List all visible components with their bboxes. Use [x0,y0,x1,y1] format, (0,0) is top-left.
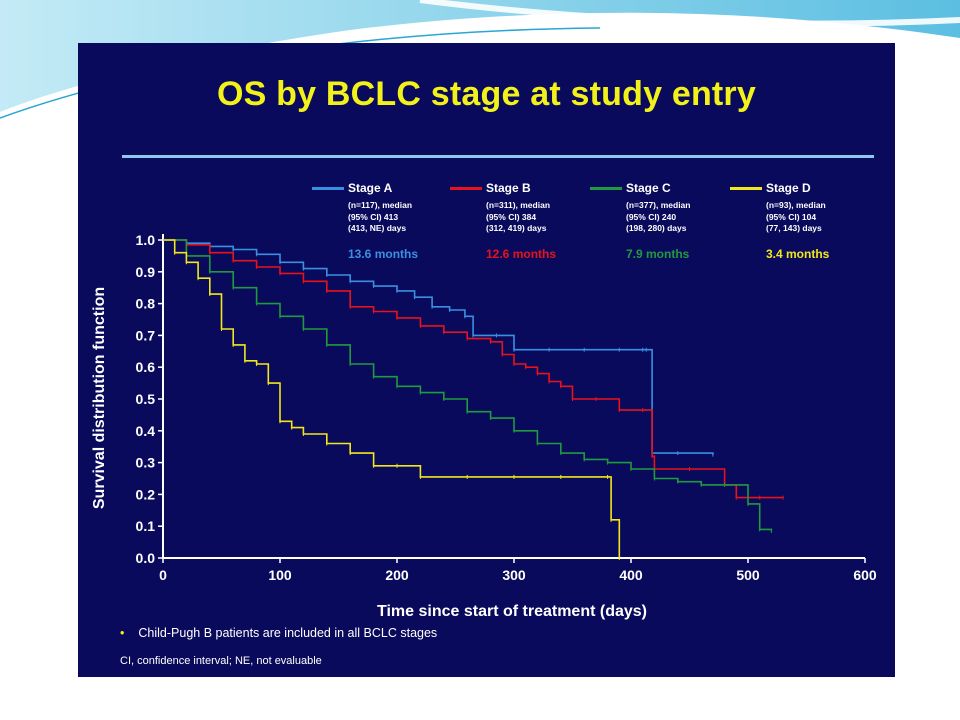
x-tick-label: 500 [736,567,760,583]
x-tick-label: 0 [159,567,167,583]
y-tick-label: 0.9 [136,264,156,280]
x-axis-title: Time since start of treatment (days) [377,603,647,620]
y-axis-title: Survival distribution function [91,287,108,509]
chart-series [163,239,784,560]
slide-panel: OS by BCLC stage at study entry Stage A … [78,43,895,677]
legend-label-stage-c: Stage C [626,181,671,195]
legend-swatch-stage-d [730,187,762,190]
legend-label-stage-d: Stage D [766,181,811,195]
slide-title: OS by BCLC stage at study entry [217,75,756,113]
y-tick-label: 0.5 [136,391,156,407]
y-tick-label: 0.3 [136,455,156,471]
y-tick-label: 0.0 [136,550,156,566]
x-tick-label: 400 [619,567,643,583]
series-line-stage-b [163,239,784,499]
legend-detail-stage-d: (n=93), median (95% CI) 104 (77, 143) da… [766,200,826,234]
chart-axes: 0.0 0.1 0.2 0.3 0.4 0.5 0.6 0.7 0.8 0.9 1.0 0 100 200… [136,232,877,583]
abbreviations-note: CI, confidence interval; NE, not evaluab… [120,655,322,667]
series-line-stage-a [163,239,714,455]
x-tick-label: 600 [853,567,877,583]
legend-swatch-stage-b [450,187,482,190]
legend-median-stage-c: 7.9 months [626,247,690,261]
footnote: • Child-Pugh B patients are included in a… [120,626,437,640]
footnote-bullet-icon: • [120,626,125,640]
y-tick-label: 0.4 [136,423,156,439]
footnote-text: Child-Pugh B patients are included in al… [138,626,438,640]
y-tick-label: 0.2 [136,486,156,502]
legend-swatch-stage-c [590,187,622,190]
series-line-stage-d [163,239,621,558]
legend-swatch-stage-a [312,187,344,190]
legend-label-stage-a: Stage A [348,181,393,195]
y-tick-label: 0.7 [136,327,156,343]
legend-label-stage-b: Stage B [486,181,531,195]
legend-median-stage-b: 12.6 months [486,247,557,261]
survival-chart: 0.0 0.1 0.2 0.3 0.4 0.5 0.6 0.7 0.8 0.9 1.0 0 100 200… [91,232,877,620]
title-divider [122,155,874,158]
series-line-stage-c [163,239,773,531]
x-tick-label: 300 [502,567,526,583]
y-tick-label: 0.1 [136,518,156,534]
y-tick-label: 0.6 [136,359,156,375]
x-tick-label: 200 [385,567,409,583]
legend-detail-stage-a: (n=117), median (95% CI) 413 (413, NE) d… [348,200,413,234]
x-tick-label: 100 [268,567,292,583]
y-tick-label: 1.0 [136,232,156,248]
legend-median-stage-d: 3.4 months [766,247,830,261]
y-tick-label: 0.8 [136,296,156,312]
legend-median-stage-a: 13.6 months [348,247,419,261]
legend-detail-stage-c: (n=377), median (95% CI) 240 (198, 280) … [626,200,691,234]
legend-detail-stage-b: (n=311), median (95% CI) 384 (312, 419) … [486,200,551,234]
